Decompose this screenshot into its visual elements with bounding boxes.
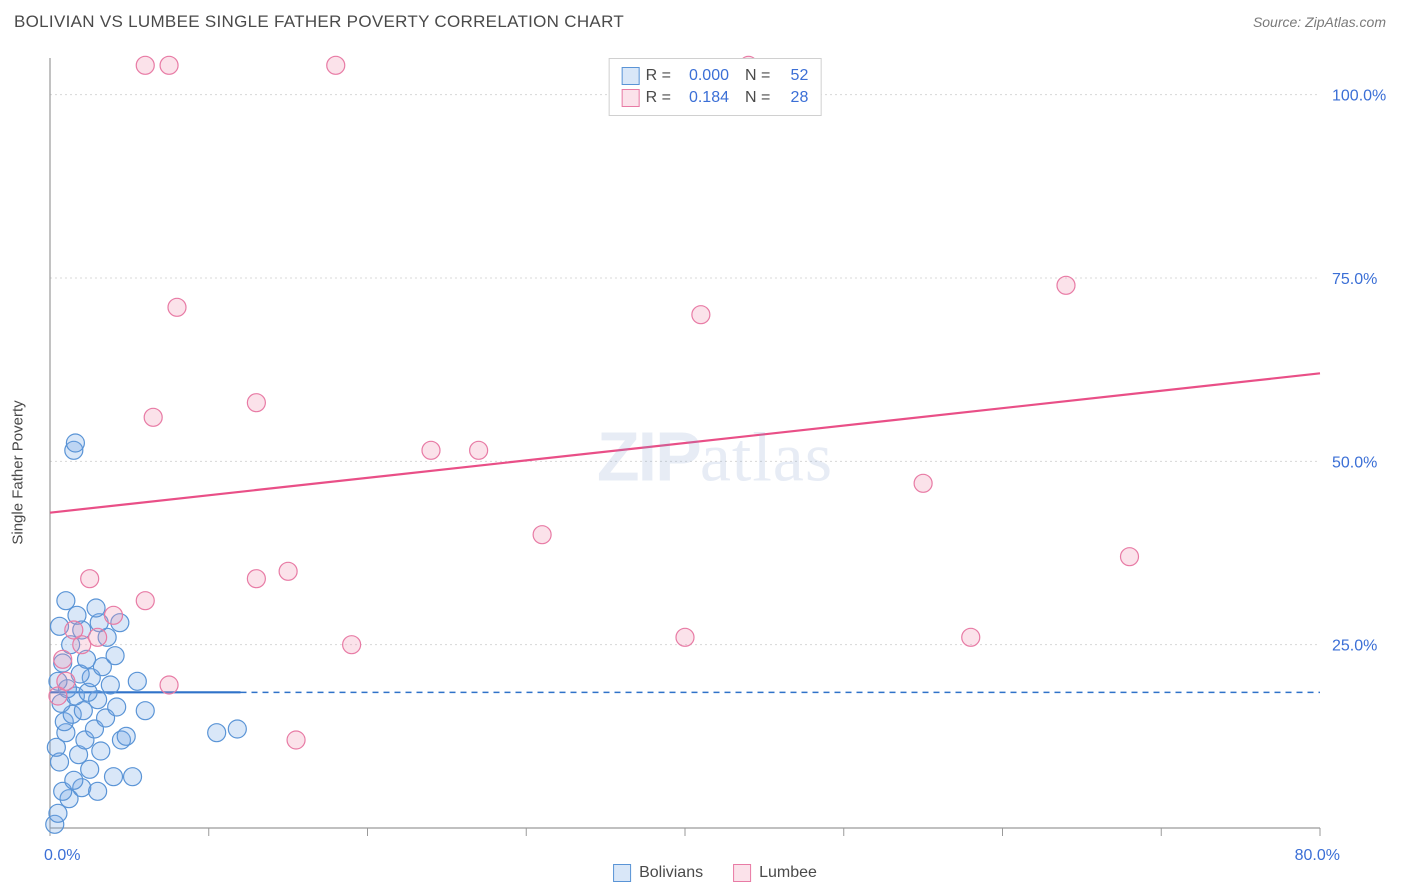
data-point bbox=[1057, 276, 1075, 294]
data-point bbox=[108, 698, 126, 716]
legend-swatch bbox=[622, 89, 640, 107]
legend-r-value: 0.184 bbox=[679, 89, 729, 107]
data-point bbox=[676, 628, 694, 646]
data-point bbox=[81, 760, 99, 778]
legend-n-label: N = bbox=[745, 89, 770, 107]
scatter-chart: 25.0% 50.0% 75.0% 100.0% 0.0% 80.0% bbox=[40, 48, 1390, 868]
data-point bbox=[49, 804, 67, 822]
data-point bbox=[160, 676, 178, 694]
data-point bbox=[470, 441, 488, 459]
series-legend-label: Bolivians bbox=[639, 864, 703, 882]
trend-line bbox=[50, 373, 1320, 512]
data-point bbox=[247, 394, 265, 412]
data-point bbox=[54, 650, 72, 668]
legend-row: R = 0.000 N = 52 bbox=[622, 65, 809, 87]
data-point bbox=[101, 676, 119, 694]
data-point bbox=[343, 636, 361, 654]
series-legend-label: Lumbee bbox=[759, 864, 817, 882]
data-point bbox=[144, 408, 162, 426]
data-point bbox=[136, 56, 154, 74]
source-credit: Source: ZipAtlas.com bbox=[1253, 14, 1386, 30]
data-point bbox=[962, 628, 980, 646]
data-point bbox=[136, 592, 154, 610]
data-point bbox=[106, 647, 124, 665]
chart-container: Single Father Poverty 25.0%50.0%75.0%100… bbox=[40, 48, 1390, 880]
data-point bbox=[105, 768, 123, 786]
y-tick-label: 25.0% bbox=[1332, 638, 1377, 655]
legend-n-label: N = bbox=[745, 67, 770, 85]
data-point bbox=[66, 434, 84, 452]
data-point bbox=[160, 56, 178, 74]
data-point bbox=[92, 742, 110, 760]
data-point bbox=[422, 441, 440, 459]
y-axis-label: Single Father Poverty bbox=[10, 400, 27, 544]
legend-swatch bbox=[733, 864, 751, 882]
legend-n-value: 28 bbox=[778, 89, 808, 107]
data-point bbox=[87, 599, 105, 617]
data-point bbox=[105, 606, 123, 624]
data-point bbox=[327, 56, 345, 74]
legend-swatch bbox=[613, 864, 631, 882]
data-point bbox=[228, 720, 246, 738]
data-point bbox=[287, 731, 305, 749]
legend-swatch bbox=[622, 67, 640, 85]
correlation-legend: R = 0.000 N = 52 R = 0.184 N = 28 bbox=[609, 58, 822, 116]
data-point bbox=[128, 672, 146, 690]
series-legend-item: Bolivians bbox=[613, 864, 703, 882]
data-point bbox=[136, 702, 154, 720]
legend-r-value: 0.000 bbox=[679, 67, 729, 85]
data-point bbox=[124, 768, 142, 786]
data-point bbox=[168, 298, 186, 316]
data-point bbox=[692, 306, 710, 324]
header: BOLIVIAN VS LUMBEE SINGLE FATHER POVERTY… bbox=[0, 0, 1406, 40]
data-point bbox=[81, 570, 99, 588]
data-point bbox=[57, 672, 75, 690]
legend-n-value: 52 bbox=[778, 67, 808, 85]
legend-row: R = 0.184 N = 28 bbox=[622, 87, 809, 109]
data-point bbox=[89, 782, 107, 800]
chart-title: BOLIVIAN VS LUMBEE SINGLE FATHER POVERTY… bbox=[14, 12, 624, 32]
data-point bbox=[57, 592, 75, 610]
x-tick-label: 0.0% bbox=[44, 847, 80, 864]
data-point bbox=[279, 562, 297, 580]
y-tick-label: 50.0% bbox=[1332, 454, 1377, 471]
y-tick-label: 75.0% bbox=[1332, 271, 1377, 288]
legend-r-label: R = bbox=[646, 89, 671, 107]
data-point bbox=[247, 570, 265, 588]
series-legend: Bolivians Lumbee bbox=[613, 864, 817, 882]
data-point bbox=[1121, 548, 1139, 566]
data-point bbox=[914, 474, 932, 492]
legend-r-label: R = bbox=[646, 67, 671, 85]
data-point bbox=[89, 628, 107, 646]
series-legend-item: Lumbee bbox=[733, 864, 817, 882]
data-point bbox=[208, 724, 226, 742]
x-tick-label: 80.0% bbox=[1295, 847, 1340, 864]
data-point bbox=[533, 526, 551, 544]
data-point bbox=[117, 727, 135, 745]
data-point bbox=[65, 621, 83, 639]
data-point bbox=[65, 771, 83, 789]
y-tick-label: 100.0% bbox=[1332, 88, 1386, 105]
